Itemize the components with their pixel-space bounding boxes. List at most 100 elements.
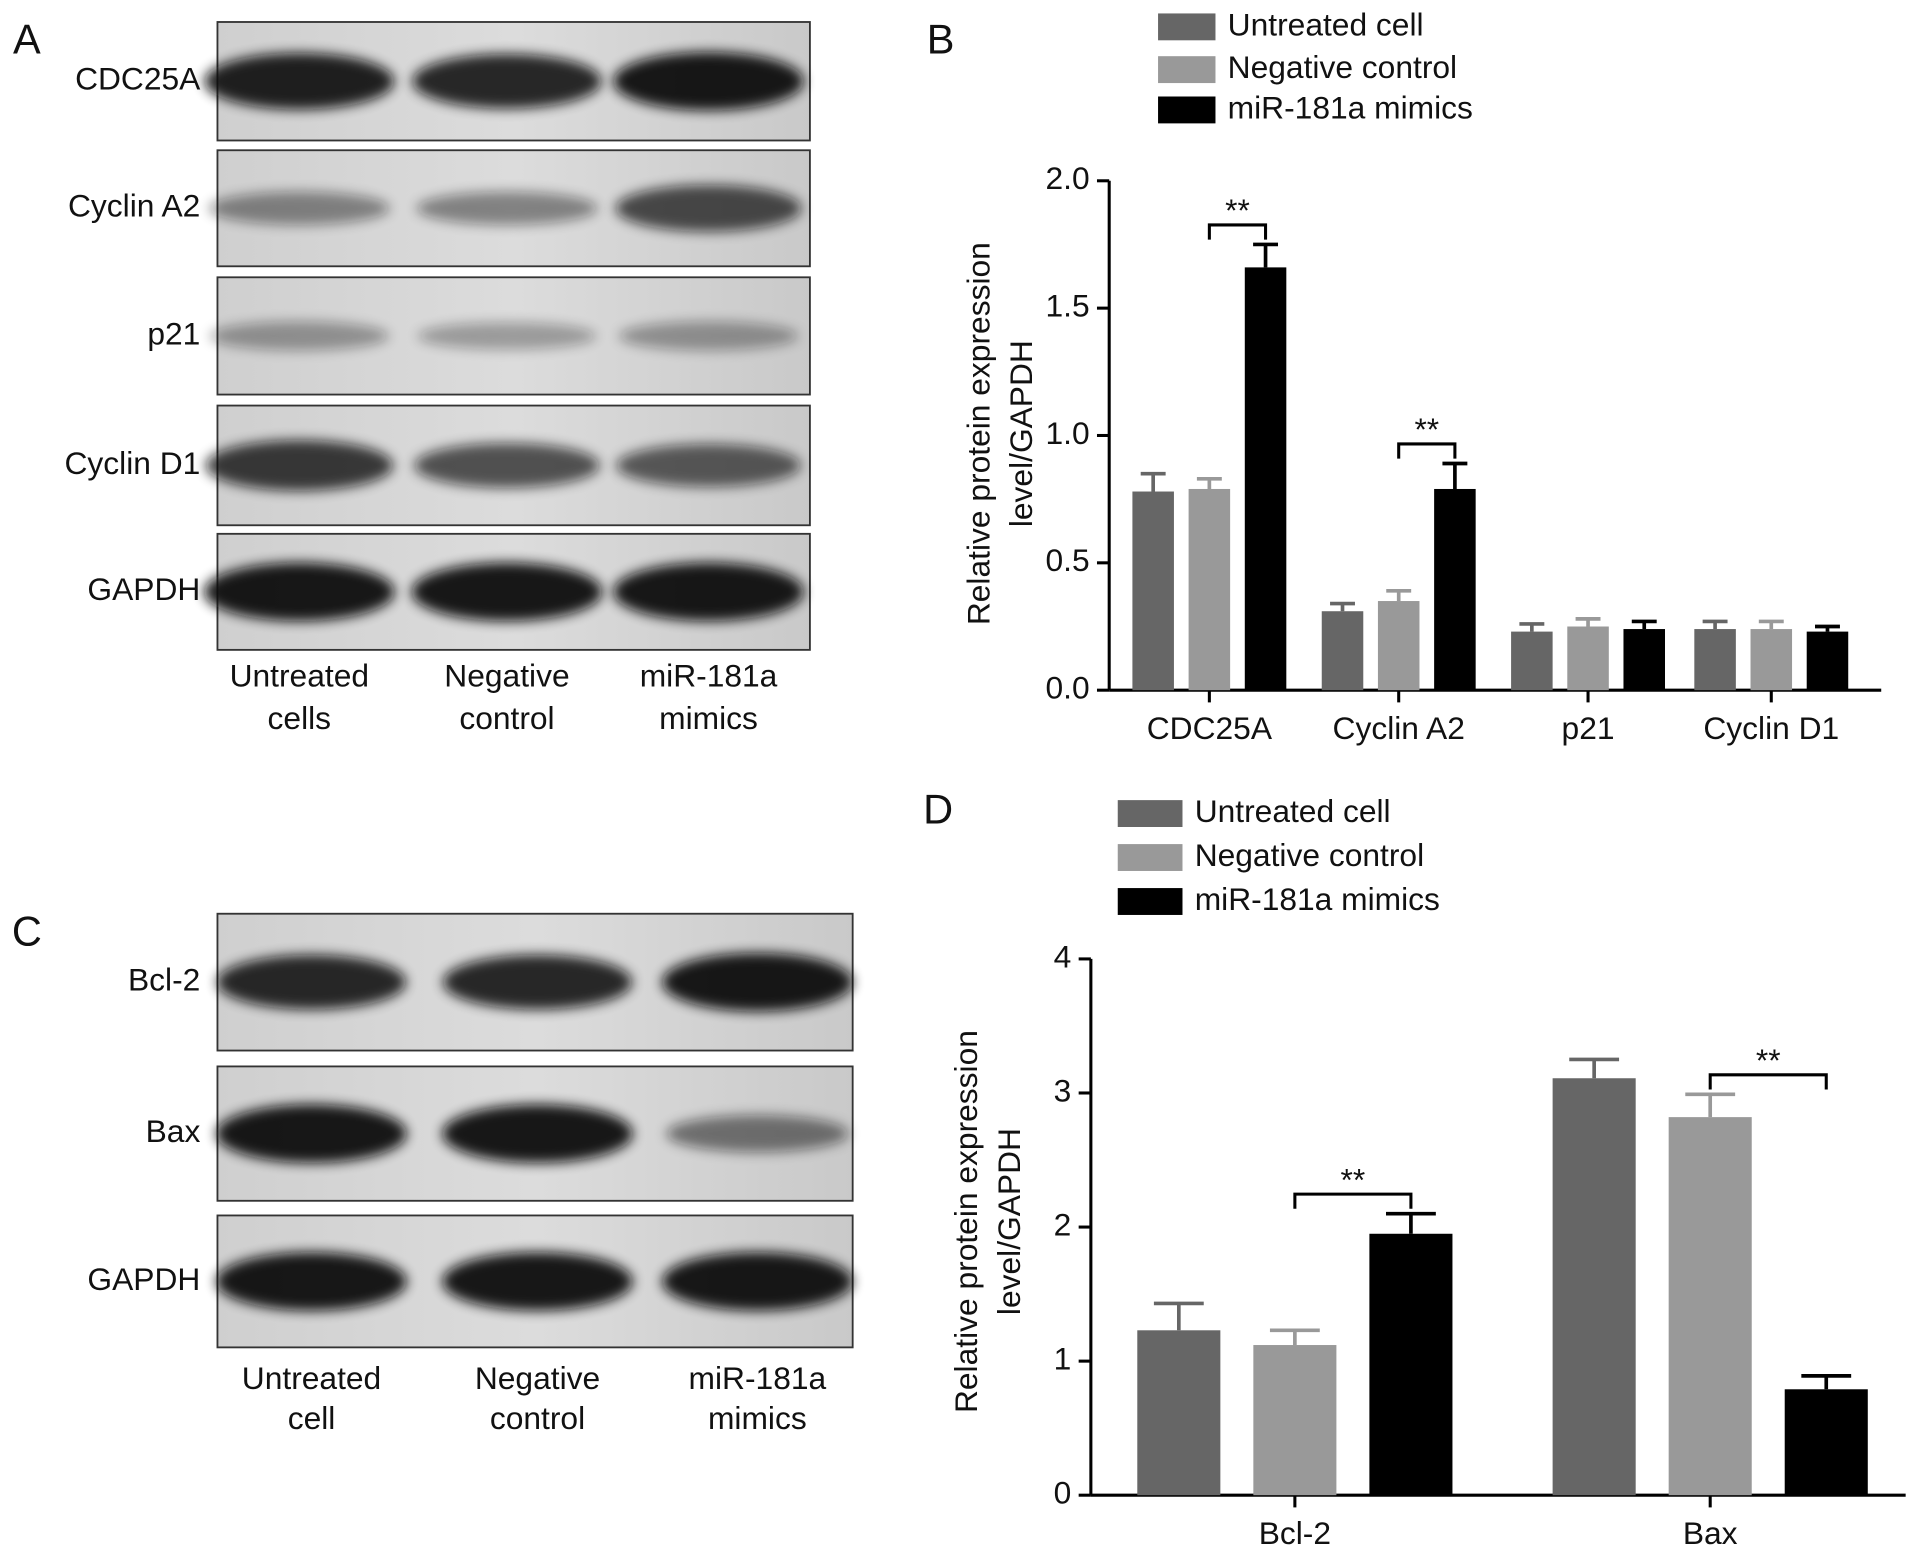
blot-band <box>442 1104 633 1163</box>
blot-row-label: GAPDH <box>87 571 200 607</box>
legend-label: Untreated cell <box>1195 793 1391 829</box>
blot-row-label: Bcl-2 <box>128 962 200 998</box>
y-tick-label: 0.0 <box>1046 670 1090 706</box>
x-tick-label: Bax <box>1683 1515 1738 1551</box>
panel-label: A <box>13 16 41 63</box>
blot-band <box>618 321 799 351</box>
error-bar <box>1442 461 1468 489</box>
panel-label: B <box>927 16 955 63</box>
legend-label: miR-181a mimics <box>1195 881 1440 917</box>
bar <box>1434 488 1476 691</box>
blot-row-label: GAPDH <box>87 1261 200 1297</box>
bar <box>1784 1389 1868 1496</box>
bar <box>1668 1117 1752 1496</box>
blot-band <box>613 51 804 111</box>
error-bar <box>1153 1301 1204 1331</box>
blot-band <box>666 1115 849 1153</box>
blot-row-label: p21 <box>147 315 200 351</box>
blot-band <box>216 954 407 1010</box>
significance-label: ** <box>1414 411 1439 447</box>
y-tick-label: 1.0 <box>1046 415 1090 451</box>
lane-label: Untreated <box>242 1360 381 1396</box>
blot-row-label: Cyclin A2 <box>68 188 200 224</box>
blot-band <box>417 322 597 350</box>
error-bar <box>1269 1328 1320 1346</box>
error-bar <box>1815 624 1840 632</box>
error-bar <box>1253 242 1279 268</box>
x-tick-label: Bcl-2 <box>1259 1515 1331 1551</box>
bar <box>1377 601 1420 691</box>
blot-band <box>411 562 603 622</box>
error-bar <box>1386 1211 1436 1234</box>
significance-label: ** <box>1225 192 1250 228</box>
bar <box>1694 629 1736 691</box>
error-bar <box>1685 1092 1736 1118</box>
y-axis-label: Relative protein expression <box>948 1030 984 1413</box>
blot-band <box>662 952 853 1012</box>
significance-bracket <box>1293 1192 1413 1209</box>
y-tick-label: 2.0 <box>1046 160 1090 196</box>
blot-band <box>613 562 804 622</box>
panel-label: C <box>12 907 42 954</box>
bar <box>1253 1345 1337 1496</box>
lane-label: miR-181a <box>640 657 778 693</box>
blot-band <box>442 954 633 1010</box>
legend-swatch <box>1117 888 1183 915</box>
significance-bracket <box>1397 442 1457 459</box>
lane-label: control <box>459 700 554 736</box>
blot-band <box>204 52 395 110</box>
blot-band <box>204 562 395 622</box>
y-axis-label: Relative protein expression <box>960 242 996 625</box>
bar <box>1567 626 1609 691</box>
lane-label: control <box>490 1400 585 1436</box>
blot-band <box>662 1252 853 1311</box>
blot-row-label: Bax <box>146 1113 201 1149</box>
legend-swatch <box>1158 96 1216 124</box>
bar <box>1552 1078 1636 1496</box>
significance-bracket <box>1207 223 1268 240</box>
blot-band <box>616 443 801 487</box>
legend-label: Negative control <box>1228 49 1457 85</box>
error-bar <box>1519 622 1545 632</box>
blot-band <box>416 191 598 225</box>
lane-label: miR-181a <box>689 1360 827 1396</box>
legend-label: Untreated cell <box>1228 6 1424 42</box>
y-tick-label: 2 <box>1054 1206 1072 1242</box>
blot-band <box>205 440 394 491</box>
blot-row-label: Cyclin D1 <box>64 445 200 481</box>
legend-label: miR-181a mimics <box>1228 89 1473 125</box>
error-bar <box>1801 1374 1852 1390</box>
y-tick-label: 4 <box>1054 938 1072 974</box>
y-tick-label: 0.5 <box>1046 542 1090 578</box>
error-bar <box>1702 619 1728 630</box>
x-tick-label: p21 <box>1562 710 1615 746</box>
bar <box>1750 629 1793 691</box>
blot-row-label: CDC25A <box>75 61 201 97</box>
legend-swatch <box>1117 844 1183 871</box>
error-bar <box>1196 476 1222 489</box>
x-tick-label: CDC25A <box>1147 710 1273 746</box>
error-bar <box>1386 589 1412 602</box>
blot-band <box>216 1104 407 1163</box>
bar <box>1623 629 1666 691</box>
bar <box>1321 611 1364 691</box>
error-bar <box>1758 619 1784 630</box>
legend-swatch <box>1158 56 1216 84</box>
y-tick-label: 1.5 <box>1046 288 1090 324</box>
lane-label: mimics <box>708 1400 807 1436</box>
error-bar <box>1575 617 1601 627</box>
bar <box>1244 267 1287 691</box>
y-axis-label: level/GAPDH <box>1003 340 1039 527</box>
lane-label: Negative <box>475 1360 600 1396</box>
bar <box>1132 491 1174 691</box>
panel-label: D <box>923 785 953 832</box>
lane-label: Negative <box>444 657 569 693</box>
legend-swatch <box>1117 800 1183 827</box>
lane-label: mimics <box>659 700 758 736</box>
blot-band <box>208 191 390 225</box>
y-axis-label: level/GAPDH <box>991 1128 1027 1315</box>
lane-label: cell <box>288 1400 336 1436</box>
legend-label: Negative control <box>1195 837 1424 873</box>
error-bar <box>1569 1057 1620 1079</box>
